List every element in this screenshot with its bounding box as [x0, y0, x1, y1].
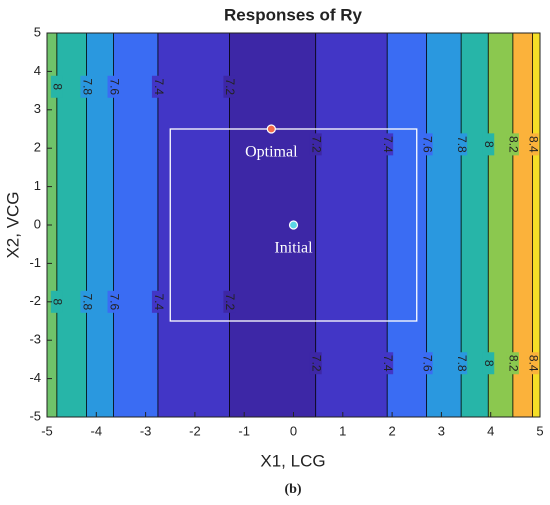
- contour-label: 7.6: [107, 293, 121, 310]
- y-tick-label: -3: [29, 332, 41, 347]
- contour-region: [113, 33, 158, 417]
- contour-label-bg: [455, 133, 468, 156]
- contour-label-bg: [381, 133, 394, 156]
- x-tick-label: 5: [536, 423, 543, 438]
- y-tick-label: 2: [34, 140, 41, 155]
- contour-label-bg: [506, 133, 519, 156]
- y-tick-label: 4: [34, 63, 41, 78]
- contour-label: 7.2: [310, 355, 324, 372]
- contour-label-bg: [482, 133, 495, 156]
- contour-label: 8: [51, 298, 65, 305]
- contour-label: 8: [482, 141, 496, 148]
- contour-label-bg: [151, 290, 164, 313]
- contour-label: 7.4: [381, 136, 395, 153]
- contour-label-bg: [107, 290, 120, 313]
- contour-label-bg: [420, 352, 433, 375]
- point-label: Initial: [274, 240, 313, 257]
- contour-label: 8.4: [526, 136, 540, 153]
- contour-label-bg: [80, 75, 93, 98]
- caption: (b): [284, 482, 301, 497]
- contour-label-bg: [526, 352, 539, 375]
- x-tick-label: 0: [290, 423, 297, 438]
- contour-label: 7.6: [107, 78, 121, 95]
- contour-label-bg: [420, 133, 433, 156]
- contour-label-bg: [50, 290, 63, 313]
- x-tick-label: -4: [91, 423, 103, 438]
- contour-label: 7.4: [381, 355, 395, 372]
- contour-region: [315, 33, 388, 417]
- contour-label: 8.2: [507, 355, 521, 372]
- contour-label-bg: [223, 75, 236, 98]
- x-tick-label: 3: [438, 423, 445, 438]
- point: [288, 220, 299, 230]
- x-tick-label: -2: [189, 423, 201, 438]
- point: [266, 124, 276, 134]
- contour-label-bg: [107, 75, 120, 98]
- contour-label: 7.6: [420, 355, 434, 372]
- y-tick-label: 1: [34, 178, 41, 193]
- y-tick-label: 5: [34, 24, 41, 39]
- x-tick-label: 4: [487, 423, 494, 438]
- x-tick-label: -5: [41, 423, 53, 438]
- contour-label-bg: [151, 75, 164, 98]
- y-tick-label: 0: [34, 216, 41, 231]
- y-tick-label: -4: [29, 370, 41, 385]
- contour-label-bg: [309, 133, 322, 156]
- contour-region: [229, 33, 316, 417]
- design-box: [169, 128, 418, 322]
- chart-title: Responses of Ry: [224, 5, 362, 24]
- contour-region: [512, 33, 533, 417]
- x-tick-label: -3: [140, 423, 152, 438]
- contour-label: 8.2: [507, 136, 521, 153]
- contour-label-bg: [381, 352, 394, 375]
- contour-label: 7.2: [223, 78, 237, 95]
- contour-label: 7.6: [420, 136, 434, 153]
- x-tick-label: 2: [388, 423, 395, 438]
- contour-label: 7.4: [152, 293, 166, 310]
- x-axis-label: X1, LCG: [260, 451, 325, 470]
- contour-label-bg: [80, 290, 93, 313]
- point-label: Optimal: [245, 144, 298, 161]
- contour-label-bg: [482, 352, 495, 375]
- contour-label: 7.2: [310, 136, 324, 153]
- contour-label: 7.8: [455, 355, 469, 372]
- contour-label-bg: [526, 133, 539, 156]
- y-axis-label: X2, VCG: [3, 191, 22, 258]
- contour-label: 7.4: [152, 78, 166, 95]
- contour-label: 8.4: [526, 355, 540, 372]
- contour-label: 8: [482, 360, 496, 367]
- contour-label: 7.8: [455, 136, 469, 153]
- contour-label-bg: [50, 75, 63, 98]
- contour-region: [532, 33, 540, 417]
- contour-label-bg: [506, 352, 519, 375]
- contour-region: [387, 33, 427, 417]
- contour-label-bg: [455, 352, 468, 375]
- x-tick-label: 1: [339, 423, 346, 438]
- contour-label-bg: [223, 290, 236, 313]
- contour-region: [157, 33, 230, 417]
- y-tick-label: -2: [29, 293, 41, 308]
- contour-label-bg: [309, 352, 322, 375]
- contour-label: 7.2: [223, 293, 237, 310]
- contour-label: 7.8: [80, 78, 94, 95]
- y-tick-label: -5: [29, 408, 41, 423]
- y-tick-label: -1: [29, 255, 41, 270]
- contour-label: 7.8: [80, 293, 94, 310]
- contour-label: 8: [51, 83, 65, 90]
- x-tick-label: -1: [238, 423, 250, 438]
- y-tick-label: 3: [34, 101, 41, 116]
